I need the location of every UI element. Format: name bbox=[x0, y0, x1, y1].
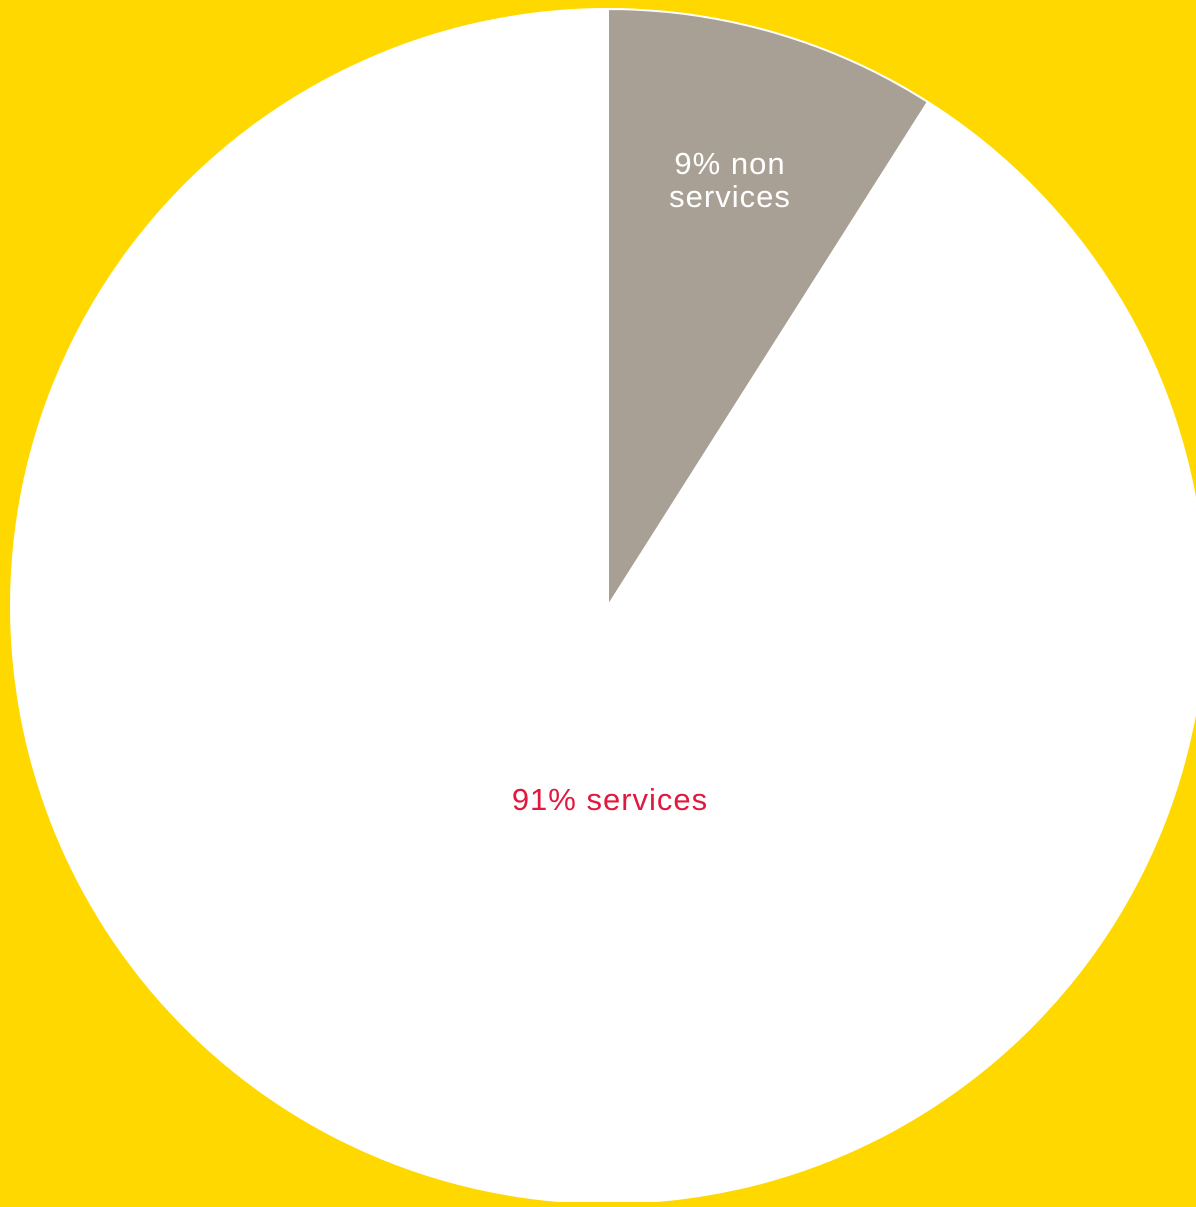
pie-slice-non-services bbox=[607, 8, 929, 607]
pie-label-non-services: 9% non services bbox=[669, 146, 791, 214]
pie-label-line: services bbox=[669, 179, 791, 214]
pie-slices bbox=[10, 8, 1196, 1204]
pie-label-line: 9% non bbox=[674, 146, 785, 181]
pie-labels: 9% non services 91% services bbox=[512, 146, 791, 817]
pie-label-line: 91% services bbox=[512, 782, 708, 817]
pie-label-services: 91% services bbox=[512, 782, 708, 817]
pie-slice-services bbox=[10, 8, 1196, 1204]
